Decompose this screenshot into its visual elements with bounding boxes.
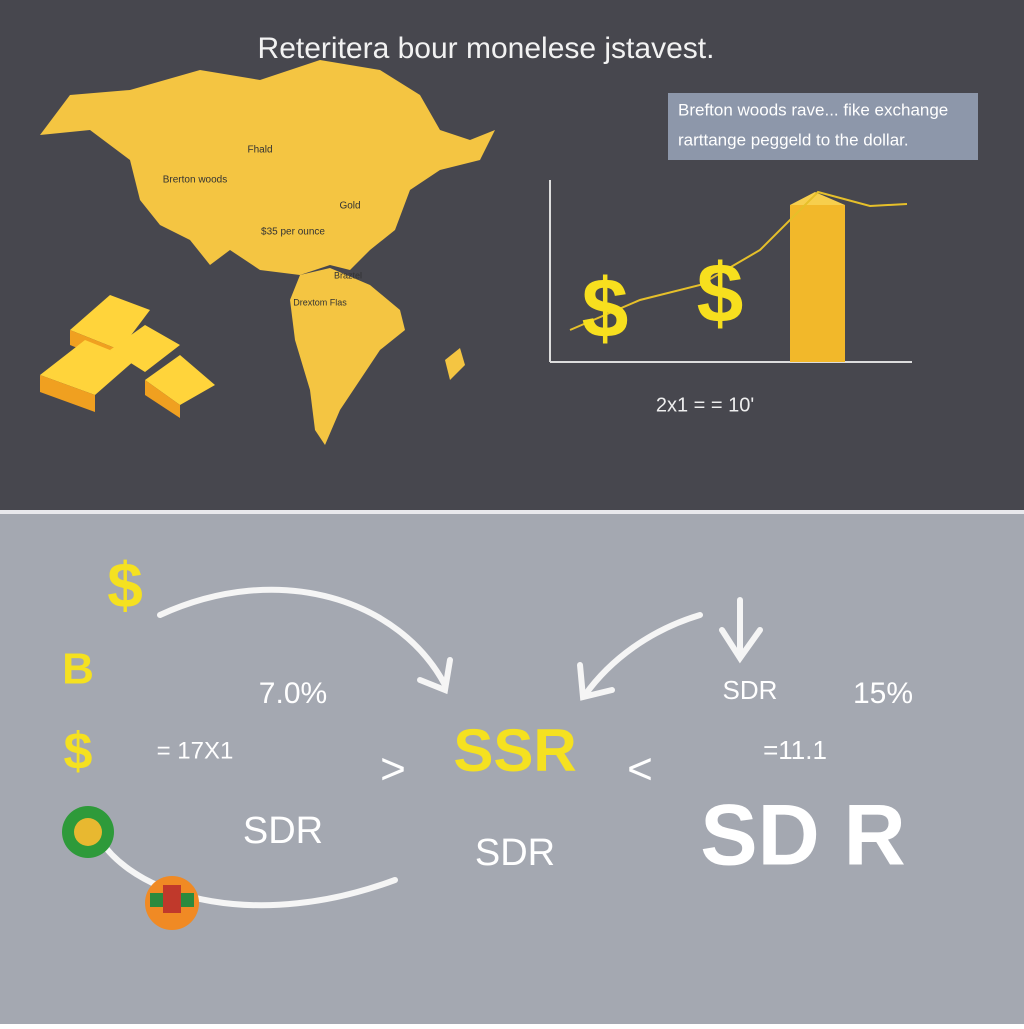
flag-icon-building	[163, 885, 181, 913]
arrows	[97, 586, 763, 909]
center-label: SSR	[453, 717, 576, 784]
arrow-down	[719, 597, 763, 664]
map-south-america	[290, 268, 405, 445]
map-label: Fhald	[247, 145, 272, 156]
left-symbol: B	[62, 645, 94, 694]
arrow	[582, 612, 703, 698]
gold-bar	[110, 325, 180, 372]
coin-icon-center	[74, 818, 102, 846]
chevron: <	[627, 745, 653, 794]
bottom-panel	[0, 514, 1024, 1024]
gold-bar-side	[145, 380, 180, 418]
chart-symbol: $	[582, 261, 629, 355]
top-panel	[0, 0, 1024, 510]
chart-axes	[549, 180, 912, 363]
callout-box	[668, 93, 978, 160]
map-island	[445, 348, 465, 380]
sdr-label: SDR	[723, 675, 778, 705]
stat-text: 7.0%	[259, 677, 327, 710]
left-symbol: $	[107, 549, 143, 621]
sdr-label: SDR	[243, 810, 323, 852]
map-north-america	[40, 60, 495, 275]
gold-bar-side	[40, 375, 95, 412]
stat-text: 15%	[853, 677, 913, 710]
stat-text: = 17X1	[157, 737, 234, 764]
sdr-label: SDR	[475, 832, 555, 874]
gold-bars	[40, 295, 215, 418]
map-label: Gold	[339, 201, 360, 212]
chevron: >	[380, 745, 406, 794]
arrowhead	[417, 657, 453, 695]
chart-symbol: $	[697, 246, 744, 340]
arrow	[157, 586, 448, 688]
map-label: $35 per ounce	[261, 227, 325, 238]
stat-text: =11.1	[763, 735, 827, 765]
map-label: Drextom Flas	[293, 297, 347, 307]
left-symbol: $	[64, 723, 93, 781]
chart-bar	[790, 205, 845, 362]
chart-bar-top	[790, 192, 845, 205]
map-label: Braztel	[334, 270, 362, 280]
title: Reteritera bour monelese jstavest.	[258, 32, 715, 65]
chart-line	[569, 190, 908, 331]
sdr-large: SD R	[700, 788, 905, 884]
map-label: Brerton woods	[163, 175, 227, 186]
divider	[0, 510, 1024, 514]
arrow	[97, 837, 398, 909]
arrowhead	[577, 662, 615, 701]
chart-caption: 2x1 = = 10'	[656, 394, 754, 416]
gold-bar	[40, 340, 135, 395]
callout-text: rarttange peggeld to the dollar.	[678, 130, 909, 149]
callout-text: Brefton woods rave... fike exchange	[678, 100, 948, 119]
